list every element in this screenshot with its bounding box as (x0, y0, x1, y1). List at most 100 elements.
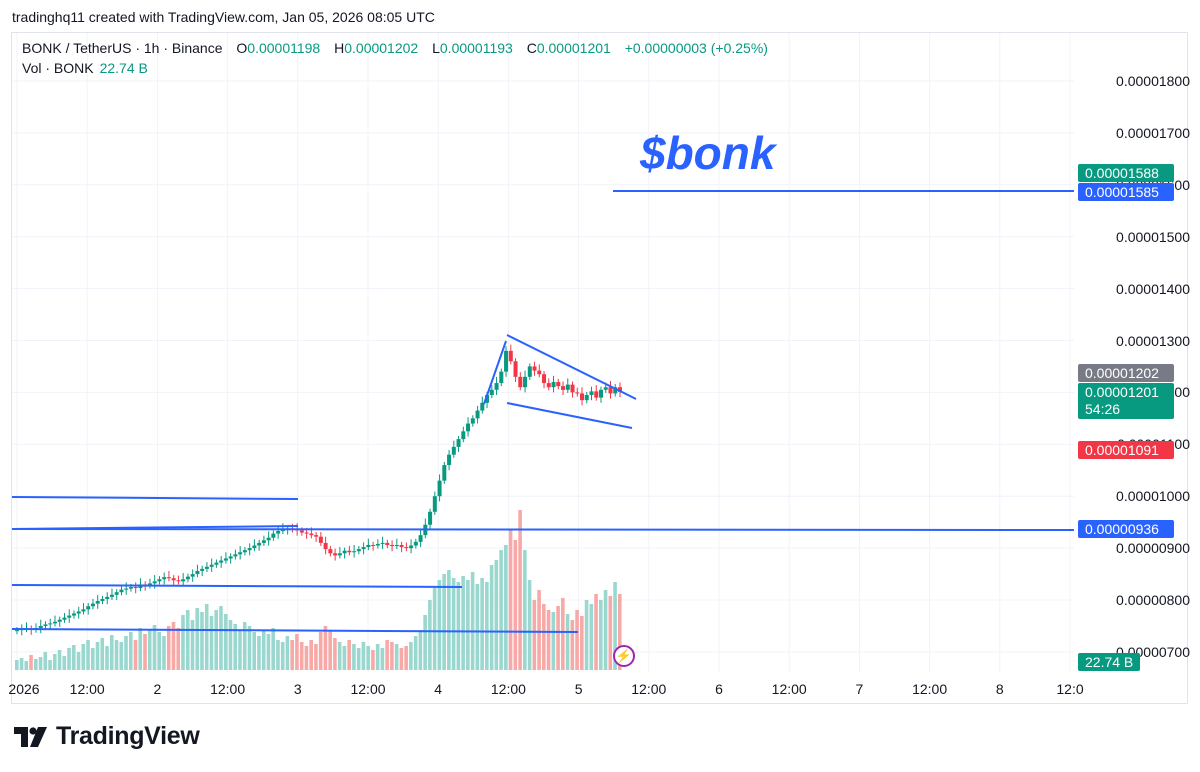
volume-bar (33, 659, 38, 670)
candle-body (375, 543, 380, 546)
volume-bar (580, 616, 584, 670)
candle-body (432, 496, 437, 512)
candle-body (466, 423, 471, 432)
volume-bar (584, 600, 589, 670)
volume-bar (133, 640, 138, 670)
x-tick-label: 12:00 (350, 681, 386, 697)
candle-body (119, 589, 124, 593)
candle-body (67, 615, 72, 618)
support-level-tag: 0.00000936 (1078, 520, 1174, 538)
volume-bar (48, 660, 52, 670)
volume-bar (76, 652, 81, 670)
annotation-text[interactable]: $bonk (640, 127, 776, 179)
volume-bar (86, 640, 90, 670)
candle-body (494, 383, 499, 390)
y-tick-label: 0.00001500 (1116, 228, 1190, 245)
volume-bar (15, 660, 19, 670)
x-tick-label: 2 (153, 681, 162, 697)
brand-name: TradingView (56, 722, 200, 750)
x-tick-label: 12:00 (69, 681, 105, 697)
candle-body (48, 623, 53, 625)
volume-bar (428, 600, 432, 670)
volume-bar (390, 642, 394, 670)
candle-body (147, 583, 152, 586)
volume-bar (214, 610, 219, 670)
open-label: O (236, 40, 248, 56)
volume-bar (437, 580, 442, 670)
volume-bar (347, 640, 351, 670)
y-tick-label: 0.00001400 (1116, 280, 1190, 297)
volume-bar (361, 642, 366, 670)
volume-bar (371, 650, 375, 670)
candle-body (527, 366, 532, 377)
x-tick-label: 12:00 (490, 681, 526, 697)
close-value: 0.00001201 (536, 40, 611, 56)
candle-body (575, 392, 580, 394)
volume-bar (599, 600, 603, 670)
flag-lower-line (506, 402, 633, 429)
volume-bar (24, 661, 29, 670)
candle-body (214, 562, 219, 565)
candle-body (181, 579, 186, 582)
x-tick-label: 12:00 (210, 681, 246, 697)
volume-bar (565, 614, 570, 670)
x-tick-label: 4 (434, 681, 443, 697)
symbol-label[interactable]: BONK / TetherUS · 1h · Binance (22, 40, 223, 56)
x-tick-label: 8 (995, 681, 1004, 697)
candle-body (428, 511, 433, 525)
candle-body (333, 553, 338, 556)
volume-label: Vol · BONK (22, 60, 94, 76)
candle-body (451, 446, 456, 455)
candle-body (228, 556, 233, 559)
volume-bar (356, 648, 361, 670)
last-price-tag: 0.00001201 54:26 (1078, 383, 1174, 419)
volume-bar (556, 606, 560, 670)
open-value: 0.00001198 (247, 40, 321, 56)
candle-body (499, 371, 504, 384)
volume-bar (385, 640, 389, 670)
candle-body (57, 619, 62, 622)
candle-body (52, 621, 57, 624)
volume-bar (29, 655, 33, 670)
volume-bar (447, 570, 451, 670)
volume-bar (138, 628, 143, 670)
candle-body (504, 350, 509, 372)
candle-body (409, 545, 414, 549)
x-tick-label: 2026 (8, 681, 40, 697)
volume-bar (228, 620, 233, 670)
candle-body (299, 530, 304, 533)
candle-body (447, 454, 452, 466)
candle-body (418, 535, 423, 542)
candle-body (489, 389, 494, 395)
candle-body (342, 550, 347, 554)
candle-body (95, 601, 100, 604)
candle-body (233, 554, 238, 557)
volume-bar (494, 560, 499, 670)
candle-body (603, 387, 608, 390)
candle-body (318, 536, 323, 543)
candle-body (352, 551, 357, 553)
candle-body (618, 387, 622, 392)
candle-body (185, 576, 190, 580)
lightning-icon[interactable]: ⚡ (613, 645, 635, 667)
candle-body (162, 577, 167, 580)
candle-body (413, 541, 418, 546)
volume-bar (618, 594, 622, 670)
candle-body (347, 550, 352, 553)
volume-bar (451, 578, 456, 670)
bar-countdown: 54:26 (1085, 401, 1121, 417)
candle-body (437, 480, 442, 497)
volume-bar (309, 640, 313, 670)
volume-bar (43, 652, 48, 670)
volume-bar (176, 628, 181, 670)
candle-body (219, 560, 224, 563)
last-price-value: 0.00001201 (1085, 384, 1159, 400)
volume-bar (290, 640, 294, 670)
candle-body (71, 613, 76, 616)
candle-body (546, 383, 551, 388)
tradingview-logo-icon (14, 726, 47, 747)
x-tick-label: 12:00 (631, 681, 667, 697)
stop-level-tag: 0.00001091 (1078, 441, 1174, 459)
volume-bar (147, 630, 152, 670)
